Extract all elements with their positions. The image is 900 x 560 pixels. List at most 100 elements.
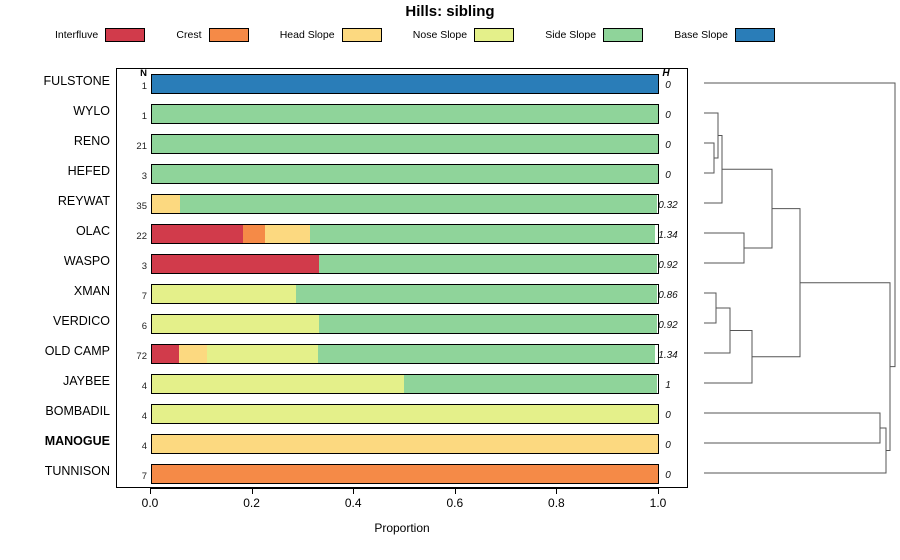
bar-segment-head-slope[interactable] [152,435,658,453]
row-n-value: 35 [136,201,147,212]
dendrogram-link [704,292,717,324]
dendrogram-link [704,142,715,174]
dendrogram-link [704,412,881,444]
y-axis-label-reno: RENO [73,134,110,148]
bar-segment-crest[interactable] [243,225,266,243]
stacked-bar[interactable] [151,404,659,424]
row-h-value: 0 [665,410,671,421]
dendrogram-link [704,232,745,264]
dendrogram-link [752,208,801,358]
y-axis-label-manogue: MANOGUE [44,434,110,448]
legend-swatch-icon [105,28,146,42]
dendrogram-link [704,135,723,204]
bar-segment-nose-slope[interactable] [206,345,319,363]
bar-segment-interfluve[interactable] [152,225,245,243]
dendrogram-link [704,330,753,384]
stacked-bar[interactable] [151,134,659,154]
row-h-value: 0 [665,110,671,121]
bar-segment-nose-slope[interactable] [152,405,658,423]
row-n-value: 7 [141,291,147,302]
bar-segment-head-slope[interactable] [179,345,208,363]
bar-segment-side-slope[interactable] [319,315,657,333]
x-axis-tick [150,488,151,494]
dendrogram-link [704,82,896,368]
dendrogram-link [800,282,891,451]
bar-segment-side-slope[interactable] [179,195,657,213]
stacked-bar[interactable] [151,224,659,244]
legend-entry-base-slope: Base Slope [674,28,775,42]
bar-row: 21 0 [117,129,689,159]
page-title: Hills: sibling [405,3,495,20]
row-h-value: 0 [665,80,671,91]
stacked-bar[interactable] [151,254,659,274]
bar-segment-side-slope[interactable] [309,225,655,243]
x-axis-tick-label: 1.0 [649,496,667,510]
row-h-value: 0 [665,440,671,451]
row-n-value: 4 [141,411,147,422]
row-h-value: 0.32 [658,200,678,211]
y-axis-label-reywat: REYWAT [57,194,110,208]
bar-segment-interfluve[interactable] [152,345,181,363]
bar-segment-side-slope[interactable] [152,135,658,153]
bar-row: 6 0.92 [117,309,689,339]
dendrogram-link [722,168,773,249]
dendrogram-link [704,112,719,159]
bar-segment-side-slope[interactable] [152,105,658,123]
stacked-bar[interactable] [151,104,659,124]
y-axis-label-fulstone: FULSTONE [43,74,110,88]
stacked-bar[interactable] [151,464,659,484]
bar-segment-head-slope[interactable] [152,195,181,213]
stacked-bar[interactable] [151,284,659,304]
x-axis: 0.0 0.2 0.4 0.6 0.8 1.0 [116,488,688,534]
legend-entry-crest: Crest [176,28,249,42]
legend-label: Nose Slope [412,29,468,41]
bar-segment-side-slope[interactable] [317,345,655,363]
stacked-bar[interactable] [151,344,659,364]
dendrogram-link [704,307,731,354]
bar-segment-base-slope[interactable] [152,75,658,93]
row-n-value: 3 [141,261,147,272]
x-axis-tick-label: 0.2 [243,496,260,510]
x-axis-tick [454,488,456,494]
bar-segment-head-slope[interactable] [264,225,311,243]
bar-segment-nose-slope[interactable] [152,315,321,333]
x-axis-tick-label: 0.0 [141,496,159,510]
x-axis-tick [556,488,558,494]
legend-label: Side Slope [545,29,597,41]
row-n-value: 4 [141,381,147,392]
bar-segment-side-slope[interactable] [295,285,657,303]
stacked-bar[interactable] [151,74,659,94]
legend-swatch-icon [603,28,644,42]
bar-segment-side-slope[interactable] [152,165,658,183]
stacked-bar[interactable] [151,194,659,214]
stacked-bar[interactable] [151,314,659,334]
bar-segment-nose-slope[interactable] [152,375,405,393]
legend-swatch-icon [735,28,775,42]
row-h-value: 0 [665,470,671,481]
legend-swatch-icon [208,28,249,42]
h-column-header: H [662,68,670,79]
bar-row: 35 0.32 [117,189,689,219]
row-n-value: 4 [141,441,147,452]
legend-label: Crest [176,29,202,41]
stacked-bar[interactable] [151,164,659,184]
bar-segment-side-slope[interactable] [319,255,657,273]
y-axis-labels: FULSTONE WYLO RENO HEFED REYWAT OLAC WASPO XMAN… [0,68,110,488]
row-h-value: 0.92 [658,320,678,331]
stacked-bar[interactable] [151,434,659,454]
legend-swatch-icon [341,28,382,42]
bar-segment-nose-slope[interactable] [152,285,297,303]
bar-segment-interfluve[interactable] [152,255,321,273]
legend-label: Interfluve [55,29,99,41]
bar-row: 72 1.34 [117,339,689,369]
x-axis-tick [658,488,659,494]
bar-segment-crest[interactable] [152,465,658,483]
row-n-value: 1 [141,81,147,92]
bar-row: 22 1.34 [117,219,689,249]
bar-segment-side-slope[interactable] [404,375,657,393]
stacked-bar[interactable] [151,374,659,394]
row-n-value: 7 [141,471,147,482]
